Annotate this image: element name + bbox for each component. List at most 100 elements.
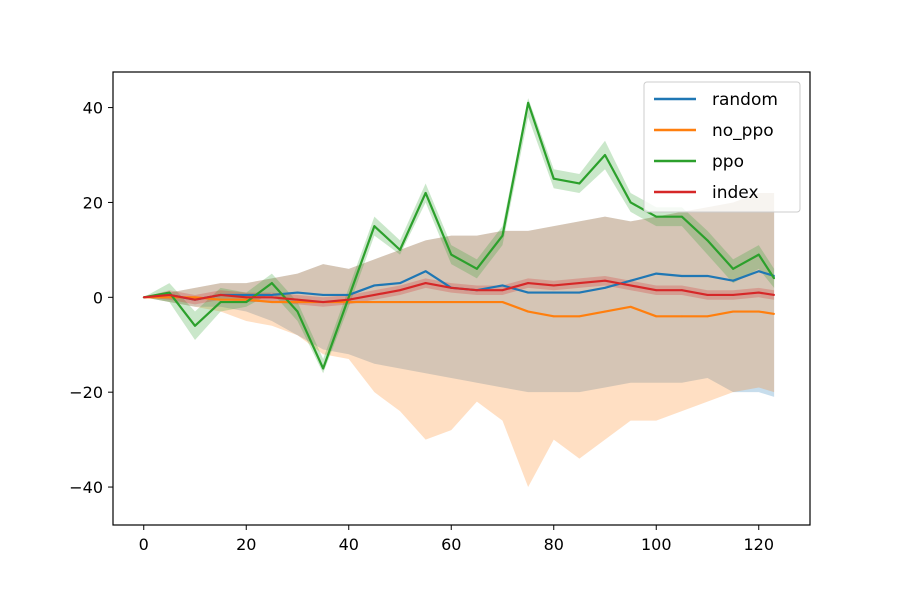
data-point-ppo [706, 239, 709, 242]
data-point-ppo [194, 324, 196, 327]
data-point-index [604, 279, 606, 282]
data-point-random [501, 284, 504, 287]
y-axis: −40 −20 0 20 40 [69, 99, 113, 497]
data-point-index [706, 294, 709, 296]
data-point-index [424, 282, 427, 284]
data-point-ppo [347, 296, 350, 299]
data-point-ppo [219, 301, 222, 303]
data-point-no-ppo [773, 313, 776, 315]
data-point-ppo [501, 234, 504, 237]
data-point-index [194, 298, 196, 301]
y-tick-label: 20 [83, 193, 103, 212]
x-tick-label: 60 [441, 535, 461, 554]
data-point-ppo [527, 101, 530, 104]
data-point-ppo [578, 182, 581, 185]
data-point-no-ppo [194, 296, 196, 299]
data-point-index [578, 282, 581, 284]
data-point-ppo [424, 192, 427, 194]
x-axis: 0 20 40 60 80 100 120 [139, 525, 774, 554]
data-point-index [773, 294, 776, 296]
legend-box [643, 81, 801, 213]
data-point-index [322, 301, 325, 303]
data-point-index [552, 284, 555, 287]
data-point-index [629, 284, 632, 287]
data-point-no-ppo [732, 310, 735, 313]
data-point-no-ppo [399, 301, 401, 303]
data-point-random [373, 284, 376, 287]
data-point-random [245, 294, 248, 296]
x-tick-label: 120 [743, 535, 774, 554]
data-point-index [527, 282, 530, 284]
data-point-no-ppo [629, 305, 632, 308]
legend-label-random: random [712, 90, 778, 110]
data-point-no-ppo [501, 301, 504, 303]
legend-label-no-ppo: no_ppo [712, 121, 774, 141]
y-tick-label: −40 [69, 478, 103, 497]
data-point-no-ppo [706, 315, 709, 318]
y-tick-label: −20 [69, 383, 103, 402]
data-point-index [757, 291, 760, 294]
data-point-no-ppo [552, 315, 555, 318]
data-point-random [578, 291, 581, 294]
data-point-ppo [732, 267, 735, 270]
data-point-random [732, 279, 735, 282]
data-point-index [168, 294, 171, 296]
data-point-index [270, 296, 273, 299]
data-point-ppo [296, 310, 299, 313]
x-tick-label: 20 [236, 535, 256, 554]
data-point-index [219, 294, 222, 296]
data-point-random [322, 294, 325, 296]
y-tick-label: 0 [93, 288, 103, 307]
data-point-index [142, 296, 145, 299]
data-point-ppo [322, 367, 325, 370]
data-point-ppo [399, 248, 401, 251]
data-point-no-ppo [450, 301, 453, 303]
data-point-ppo [245, 301, 248, 303]
data-point-index [501, 289, 504, 292]
data-point-index [373, 294, 376, 296]
data-point-random [552, 291, 555, 294]
data-point-ppo [655, 215, 658, 218]
data-point-no-ppo [527, 310, 530, 313]
data-point-no-ppo [219, 298, 222, 301]
data-point-no-ppo [757, 310, 760, 313]
data-point-random [604, 286, 606, 289]
data-point-no-ppo [680, 315, 683, 318]
band-random [143, 192, 775, 397]
data-point-no-ppo [270, 301, 273, 303]
data-point-index [680, 289, 683, 292]
x-tick-label: 40 [339, 535, 359, 554]
series-line-ppo [143, 101, 776, 370]
data-point-index [399, 289, 401, 292]
band-no-ppo [143, 192, 775, 488]
data-point-random [527, 291, 530, 294]
x-tick-label: 100 [641, 535, 672, 554]
data-point-ppo [373, 225, 376, 228]
data-point-ppo [475, 267, 478, 270]
legend-label-ppo: ppo [712, 152, 744, 172]
data-point-ppo [552, 177, 555, 180]
data-point-random [629, 279, 632, 282]
data-point-ppo [757, 253, 760, 256]
data-point-no-ppo [424, 301, 427, 303]
series-lines [142, 101, 776, 370]
data-point-no-ppo [373, 301, 376, 303]
band-ppo [143, 98, 775, 374]
data-point-index [655, 289, 658, 292]
data-point-random [270, 294, 273, 296]
x-tick-label: 0 [139, 535, 149, 554]
data-point-no-ppo [168, 296, 171, 299]
data-point-index [347, 298, 350, 301]
data-point-random [399, 282, 401, 284]
data-point-random [296, 291, 299, 294]
data-point-ppo [450, 253, 453, 256]
legend-label-index: index [712, 183, 759, 203]
data-point-index [732, 294, 735, 296]
data-point-no-ppo [245, 298, 248, 301]
data-point-no-ppo [578, 315, 581, 318]
data-point-ppo [604, 154, 606, 156]
data-point-index [450, 286, 453, 289]
data-point-ppo [773, 277, 776, 280]
